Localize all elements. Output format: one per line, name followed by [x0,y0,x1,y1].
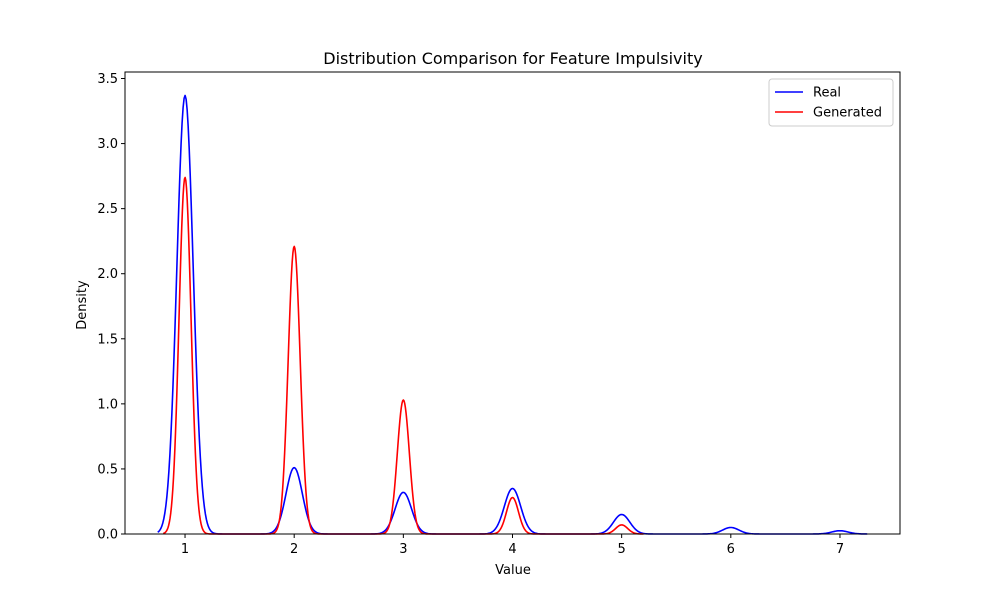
plot-frame [124,71,901,535]
y-tick-label: 1.5 [97,332,118,347]
y-tick-label: 3.5 [97,72,118,87]
y-axis-label: Density [75,280,90,330]
legend-label-generated: Generated [813,106,882,121]
y-tick-label: 2.0 [97,267,118,282]
y-tick-label: 0.5 [97,462,118,477]
chart-title: Distribution Comparison for Feature Impu… [323,49,702,68]
x-axis-label: Value [495,563,531,578]
y-tick-label: 2.5 [97,202,118,217]
x-tick-label: 7 [836,542,844,557]
series-line-generated [162,176,644,535]
plot-area: 1 2 3 4 5 6 7 0.0 0.5 1.0 1.5 2.0 2.5 3.0 3.5 Real Gener… [97,71,901,557]
x-tick-label: 1 [181,542,189,557]
legend-box [768,78,894,127]
y-tick-label: 3.0 [97,137,118,152]
x-tick-label: 2 [290,542,298,557]
x-tick-label: 5 [618,542,626,557]
x-tick-label: 3 [399,542,407,557]
y-tick-label: 1.0 [97,397,118,412]
x-tick-label: 4 [508,542,516,557]
legend-label-real: Real [813,86,841,101]
x-tick-label: 6 [727,542,735,557]
y-tick-label: 0.0 [97,528,118,543]
series-line-real [157,94,868,535]
